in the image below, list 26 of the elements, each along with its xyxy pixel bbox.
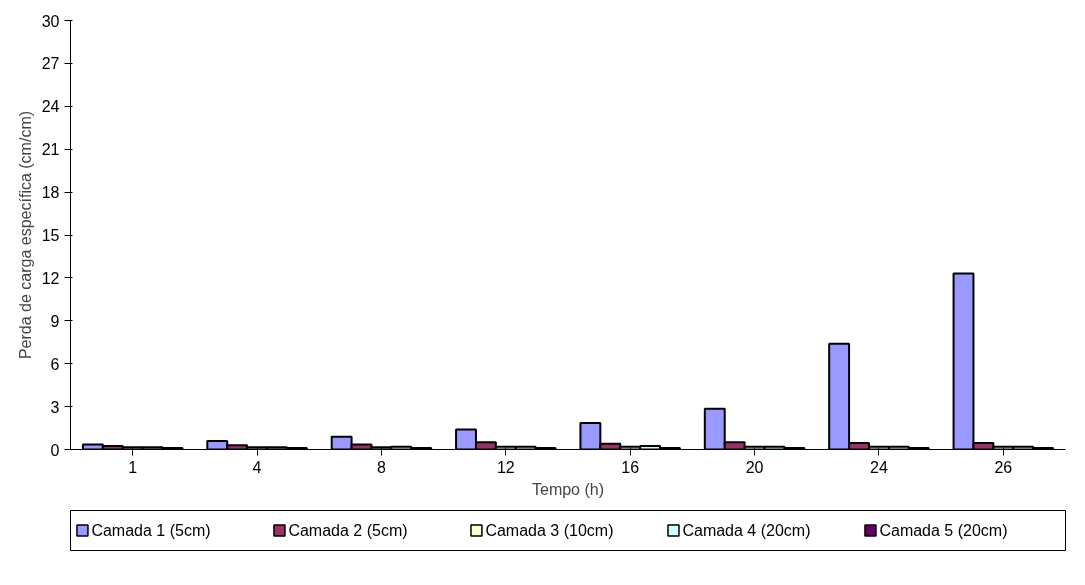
x-tick-label: 12	[496, 458, 515, 476]
y-tick-label: 30	[41, 12, 60, 30]
legend-label: Camada 1 (5cm)	[91, 522, 211, 539]
x-axis-title: Tempo (h)	[531, 480, 605, 498]
x-tick-label: 20	[745, 458, 764, 476]
y-tick-label: 24	[41, 98, 60, 116]
x-tick-label: 8	[376, 458, 386, 476]
y-tick-label: 18	[41, 184, 60, 202]
x-tick-label: 24	[870, 458, 888, 476]
y-tick-label: 12	[41, 269, 60, 287]
y-axis-title: Perda de carga específica (cm/cm)	[16, 110, 34, 360]
x-tick-label: 1	[128, 458, 138, 476]
y-tick-label: 6	[50, 355, 60, 373]
y-tick-label: 9	[50, 312, 60, 330]
legend-label: Camada 2 (5cm)	[288, 522, 408, 539]
legend-label: Camada 5 (20cm)	[879, 522, 1008, 539]
y-tick-label: 3	[50, 398, 60, 416]
y-tick-label: 15	[41, 227, 60, 244]
x-tick-label: 4	[252, 458, 262, 476]
x-tick-label: 16	[621, 458, 640, 476]
x-tick-label: 26	[994, 458, 1013, 476]
y-tick-label: 0	[50, 441, 60, 459]
legend-label: Camada 4 (20cm)	[682, 522, 811, 539]
y-tick-label: 27	[41, 55, 60, 73]
y-tick-label: 21	[41, 141, 60, 159]
legend-label: Camada 3 (10cm)	[485, 522, 614, 539]
